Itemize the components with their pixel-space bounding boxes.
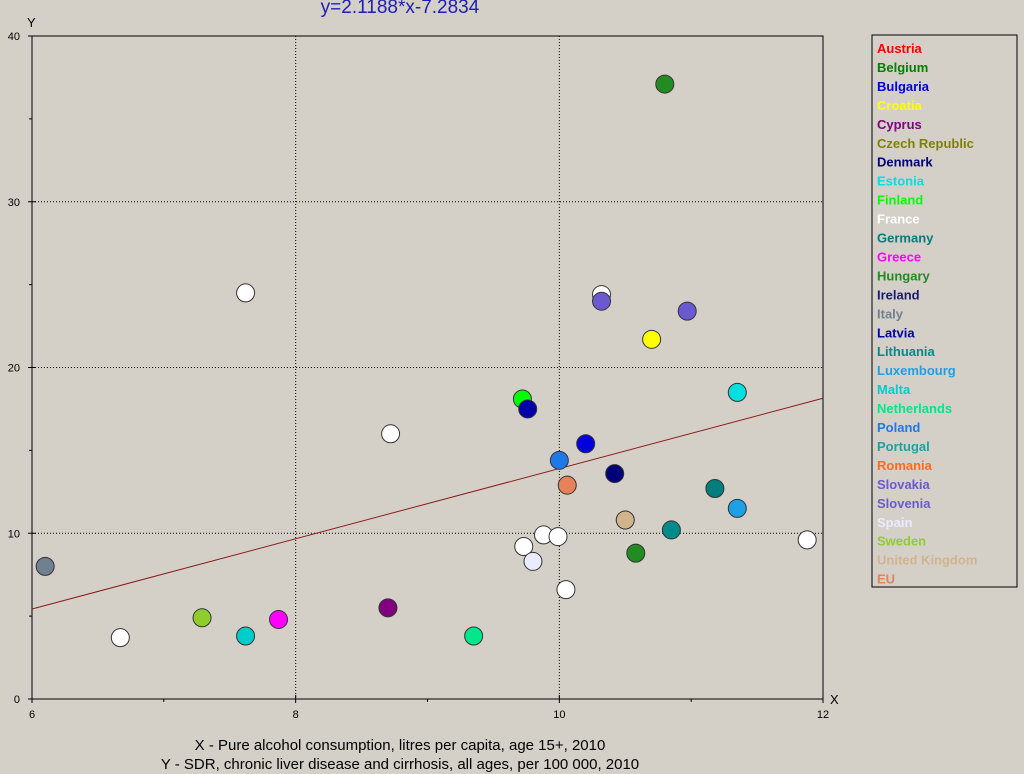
point-slovakia[interactable]: [592, 291, 612, 311]
legend-item-ireland[interactable]: Ireland: [877, 287, 920, 302]
point-hungary[interactable]: [626, 543, 646, 563]
legend-item-estonia[interactable]: Estonia: [877, 174, 925, 189]
legend-item-finland[interactable]: Finland: [877, 193, 923, 208]
legend-item-eu[interactable]: EU: [877, 572, 895, 587]
y-tick-label: 30: [8, 197, 20, 209]
legend-item-germany[interactable]: Germany: [877, 231, 934, 246]
legend-item-malta[interactable]: Malta: [877, 382, 911, 397]
point-luxembourg[interactable]: [727, 498, 747, 518]
x-axis-label: X - Pure alcohol consumption, litres per…: [195, 737, 606, 754]
point-greece[interactable]: [269, 609, 289, 629]
point-sweden[interactable]: [192, 608, 212, 628]
x-axis-name: X: [830, 692, 839, 707]
chart-title: y=2.1188*x-7.2834: [321, 0, 480, 18]
legend-item-austria[interactable]: Austria: [877, 41, 923, 56]
legend-item-united-kingdom[interactable]: United Kingdom: [877, 553, 977, 568]
point-croatia[interactable]: [642, 329, 662, 349]
x-tick-label: 10: [553, 709, 565, 721]
point-latvia[interactable]: [518, 399, 538, 419]
legend-item-spain[interactable]: Spain: [877, 515, 912, 530]
point-italy[interactable]: [35, 556, 55, 576]
legend-item-belgium[interactable]: Belgium: [877, 60, 928, 75]
legend-item-portugal[interactable]: Portugal: [877, 439, 930, 454]
point-poland[interactable]: [549, 450, 569, 470]
legend-item-poland[interactable]: Poland: [877, 420, 920, 435]
legend-item-slovenia[interactable]: Slovenia: [877, 496, 931, 511]
legend-item-denmark[interactable]: Denmark: [877, 155, 933, 170]
legend: Austria Belgium Bulgaria Croatia Cyprus Czech…: [877, 41, 977, 587]
y-tick-label: 20: [8, 363, 20, 375]
point-france[interactable]: [797, 530, 817, 550]
y-axis-name: Y: [27, 15, 36, 30]
data-points: [35, 74, 817, 648]
y-tick-label: 40: [8, 31, 20, 43]
y-tick-label: 0: [14, 694, 20, 706]
legend-item-netherlands[interactable]: Netherlands: [877, 401, 952, 416]
point-france[interactable]: [514, 537, 534, 557]
point-germany[interactable]: [705, 478, 725, 498]
legend-item-latvia[interactable]: Latvia: [877, 325, 915, 340]
legend-item-sweden[interactable]: Sweden: [877, 534, 926, 549]
point-france[interactable]: [110, 628, 130, 648]
point-united-kingdom[interactable]: [615, 510, 635, 530]
legend-item-lithuania[interactable]: Lithuania: [877, 344, 936, 359]
point-france[interactable]: [548, 527, 568, 547]
legend-item-cyprus[interactable]: Cyprus: [877, 117, 922, 132]
legend-item-czech-republic[interactable]: Czech Republic: [877, 136, 974, 151]
legend-item-hungary[interactable]: Hungary: [877, 268, 931, 283]
point-bulgaria[interactable]: [576, 434, 596, 454]
point-france[interactable]: [556, 580, 576, 600]
legend-item-slovakia[interactable]: Slovakia: [877, 477, 931, 492]
point-spain[interactable]: [523, 551, 543, 571]
trendline-layer: [31, 397, 824, 610]
legend-item-france[interactable]: France: [877, 212, 920, 227]
point-cyprus[interactable]: [378, 598, 398, 618]
point-lithuania[interactable]: [661, 520, 681, 540]
y-axis-label: Y - SDR, chronic liver disease and cirrh…: [161, 756, 639, 773]
point-france[interactable]: [236, 283, 256, 303]
point-denmark[interactable]: [605, 464, 625, 484]
legend-item-croatia[interactable]: Croatia: [877, 98, 923, 113]
legend-item-greece[interactable]: Greece: [877, 249, 921, 264]
legend-item-bulgaria[interactable]: Bulgaria: [877, 79, 930, 94]
point-estonia[interactable]: [727, 382, 747, 402]
point-eu[interactable]: [557, 475, 577, 495]
point-netherlands[interactable]: [464, 626, 484, 646]
legend-item-italy[interactable]: Italy: [877, 306, 904, 321]
legend-item-romania[interactable]: Romania: [877, 458, 933, 473]
grid-lines: [32, 36, 823, 699]
point-hungary[interactable]: [655, 74, 675, 94]
axis-ticks: 6 8 10 12 0 10 20 30 40: [8, 31, 829, 721]
regression-line: [31, 397, 824, 610]
y-tick-label: 10: [8, 528, 20, 540]
x-tick-label: 12: [817, 709, 829, 721]
x-tick-label: 8: [293, 709, 299, 721]
legend-box: [871, 34, 1018, 588]
point-malta[interactable]: [236, 626, 256, 646]
x-tick-label: 6: [29, 709, 35, 721]
legend-item-luxembourg[interactable]: Luxembourg: [877, 363, 956, 378]
point-france[interactable]: [381, 424, 401, 444]
point-slovenia[interactable]: [677, 301, 697, 321]
